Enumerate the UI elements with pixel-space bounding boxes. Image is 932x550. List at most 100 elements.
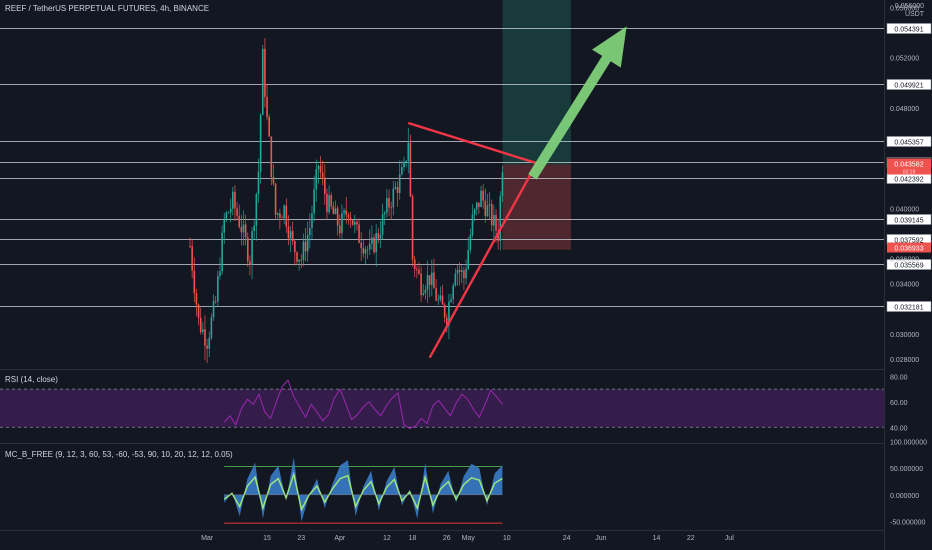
candle-body [317,165,320,170]
mc-pane-label: MC_B_FREE (9, 12, 3, 60, 53, -60, -53, 9… [5,450,233,459]
candle-body [210,317,213,338]
rsi-tick-label: 80.00 [890,374,908,381]
candle-body [302,241,305,260]
candle-body [368,243,371,250]
time-tick-label: 24 [563,535,571,542]
mc-tick-label: -50.000000 [890,520,926,527]
candle-body [328,195,330,213]
candle-body [383,212,386,215]
candle-body [403,161,405,168]
candle-body [219,271,221,276]
candle-body [193,270,196,294]
candle-body [388,197,390,208]
candle-body [373,237,375,253]
candle-body [283,205,285,219]
candle-body [236,208,238,216]
candle-body [413,259,416,270]
candle-body [377,233,380,239]
candle-body [202,329,204,332]
candle-body [276,213,279,215]
candle-body [274,183,277,215]
candle-body [259,114,262,172]
candle-body [343,210,345,214]
level-price-label: 0.037592 [894,238,923,245]
candle-body [197,304,200,318]
time-tick-label: 18 [409,535,417,542]
candle-body [482,190,484,201]
candle-body [401,167,403,175]
candle-body [229,208,232,213]
candle-body [450,299,452,302]
time-tick-label: Apr [334,535,346,542]
level-price-tag [886,214,932,225]
time-tick-label: Jul [725,535,734,542]
candle-body [204,329,206,346]
candle-body [360,242,362,249]
candle-body [251,231,253,265]
candle-body [319,165,322,173]
candle-body [499,196,502,241]
candle-body [366,249,369,251]
candle-body [330,195,333,207]
candle-body [244,224,247,238]
level-price-tag [886,79,932,90]
candle-body [486,205,489,217]
mc-tick-label: 50.000000 [890,466,923,473]
candle-body [246,237,249,262]
price-tick-label: 0.036000 [890,257,919,264]
candle-body [452,285,455,300]
candle-body [291,231,294,242]
candle-body [446,317,448,326]
candle-body [253,225,255,232]
chart-title: REEF / TetherUS PERPETUAL FUTURES, 4h, B… [5,4,210,13]
candle-body [497,230,499,241]
rsi-band [0,389,884,428]
candle-body [281,217,283,219]
price-tick-label: 0.030000 [890,332,919,339]
candle-body [261,48,264,115]
time-tick-label: 22 [687,535,695,542]
candle-body [304,241,307,252]
candle-body [353,221,356,225]
candle-body [336,208,339,226]
candle-body [264,48,266,97]
candle-body [191,246,193,271]
time-tick-label: 26 [443,535,451,542]
level-price-label: 0.035569 [894,263,923,270]
price-tick-label: 0.056000 [890,6,919,13]
candle-body [409,142,412,197]
candle-body [294,241,296,253]
candle-body [469,235,472,251]
candle-body [212,300,215,318]
time-tick-label: 12 [383,535,391,542]
candle-body [334,208,337,214]
candle-body [490,204,493,226]
candle-body [332,206,335,214]
candle-body [418,269,420,274]
candle-body [416,269,418,270]
candle-body [296,252,298,262]
candle-body [439,295,442,300]
candle-body [435,288,437,301]
candle-body [460,270,463,273]
candle-body [206,345,208,349]
candle-body [326,193,328,213]
candle-body [501,172,504,197]
candle-body [232,191,234,209]
level-price-label: 0.049921 [894,83,923,90]
candle-body [411,196,414,260]
candle-body [270,136,273,178]
candle-body [394,187,397,189]
level-price-tag [886,136,932,147]
candle-body [398,174,401,193]
candle-body [454,273,457,286]
price-scale-unit: 0.056000 USDT [895,3,924,19]
current-price-label: 0.043582 [894,162,923,169]
price-scale-top-value: 0.056000 [894,3,924,10]
level-price-tag [886,301,932,312]
candle-body [315,169,318,190]
candle-body [375,233,377,253]
candle-body [257,171,260,194]
candle-body [475,202,478,210]
